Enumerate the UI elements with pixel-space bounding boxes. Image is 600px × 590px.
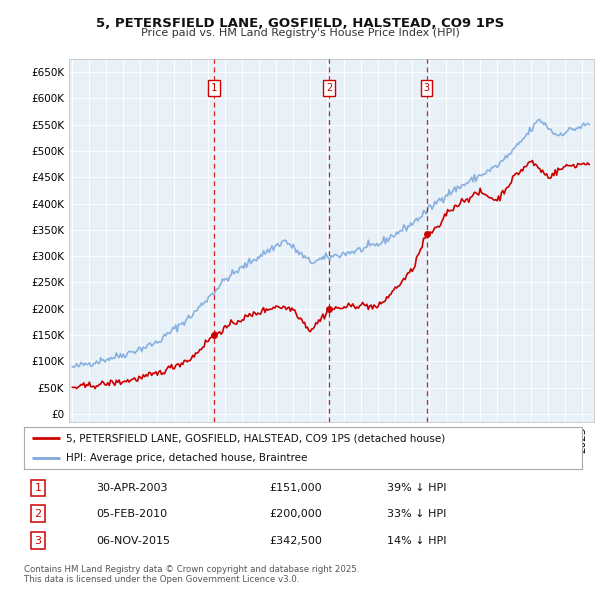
Text: Contains HM Land Registry data © Crown copyright and database right 2025.: Contains HM Land Registry data © Crown c… (24, 565, 359, 574)
Text: 2: 2 (326, 83, 332, 93)
Text: Price paid vs. HM Land Registry's House Price Index (HPI): Price paid vs. HM Land Registry's House … (140, 28, 460, 38)
Text: 5, PETERSFIELD LANE, GOSFIELD, HALSTEAD, CO9 1PS (detached house): 5, PETERSFIELD LANE, GOSFIELD, HALSTEAD,… (66, 433, 445, 443)
Text: 3: 3 (34, 536, 41, 546)
Text: 2: 2 (34, 509, 41, 519)
Text: This data is licensed under the Open Government Licence v3.0.: This data is licensed under the Open Gov… (24, 575, 299, 584)
Text: 5, PETERSFIELD LANE, GOSFIELD, HALSTEAD, CO9 1PS: 5, PETERSFIELD LANE, GOSFIELD, HALSTEAD,… (96, 17, 504, 30)
Text: 30-APR-2003: 30-APR-2003 (97, 483, 168, 493)
Text: £151,000: £151,000 (269, 483, 322, 493)
Text: 33% ↓ HPI: 33% ↓ HPI (387, 509, 446, 519)
Text: 14% ↓ HPI: 14% ↓ HPI (387, 536, 446, 546)
Text: £342,500: £342,500 (269, 536, 322, 546)
Text: 3: 3 (424, 83, 430, 93)
Text: £200,000: £200,000 (269, 509, 322, 519)
Text: 05-FEB-2010: 05-FEB-2010 (97, 509, 167, 519)
Text: 39% ↓ HPI: 39% ↓ HPI (387, 483, 446, 493)
Text: 1: 1 (34, 483, 41, 493)
Text: HPI: Average price, detached house, Braintree: HPI: Average price, detached house, Brai… (66, 453, 307, 463)
Text: 06-NOV-2015: 06-NOV-2015 (97, 536, 170, 546)
Text: 1: 1 (211, 83, 217, 93)
